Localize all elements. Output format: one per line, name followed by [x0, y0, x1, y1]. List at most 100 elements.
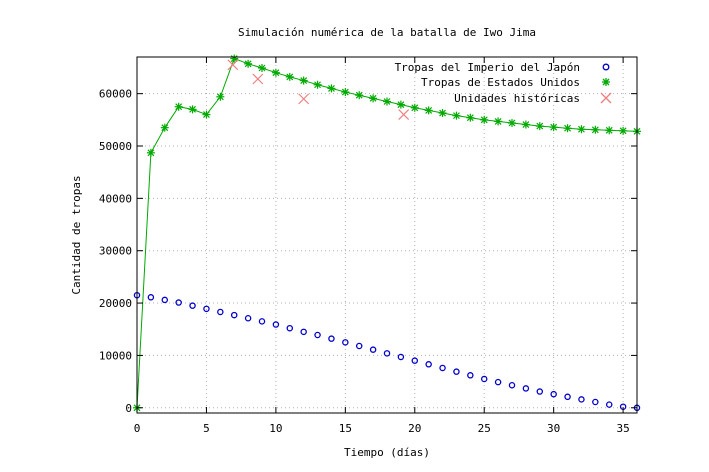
- data-point-japan: [439, 364, 446, 372]
- data-point-usa: [383, 97, 391, 106]
- legend-marker-circle: [602, 63, 610, 71]
- data-point-japan: [217, 308, 224, 316]
- x-tick-label: 35: [616, 422, 629, 435]
- data-point-japan: [355, 342, 363, 350]
- data-point-usa: [258, 63, 266, 72]
- data-point-historical: [298, 93, 310, 105]
- data-point-japan: [425, 361, 432, 368]
- data-point-japan: [564, 393, 571, 401]
- data-point-japan: [605, 401, 613, 408]
- series-japan: [133, 291, 641, 412]
- legend-label-usa: Tropas de Estados Unidos: [421, 76, 580, 89]
- data-point-japan: [536, 388, 544, 395]
- tick-layer: 0 5 10 15 20 25 30 35 0 10000 20000 30000 40000 50000…: [99, 57, 637, 435]
- data-point-usa: [341, 88, 350, 97]
- legend-label-historical: Unidades históricas: [454, 92, 580, 105]
- series-historical: [227, 59, 410, 121]
- series-layer: [133, 54, 641, 412]
- data-point-usa: [313, 80, 322, 89]
- series-usa: [133, 54, 641, 412]
- y-tick-label: 10000: [99, 349, 132, 362]
- data-point-usa: [577, 125, 586, 134]
- legend-entry-historical: Unidades históricas: [454, 92, 612, 105]
- data-point-usa: [410, 103, 419, 112]
- data-point-japan: [244, 314, 252, 322]
- data-point-usa: [605, 126, 614, 135]
- data-point-usa: [146, 148, 155, 157]
- legend-marker-asterisk: [602, 78, 610, 86]
- data-point-japan: [369, 346, 377, 353]
- data-point-historical: [252, 73, 264, 85]
- data-point-japan: [203, 305, 210, 313]
- legend-entry-usa: Tropas de Estados Unidos: [421, 76, 610, 89]
- data-point-usa: [452, 111, 461, 120]
- x-tick-label: 30: [547, 422, 560, 435]
- data-point-usa: [563, 124, 572, 133]
- data-point-usa: [271, 68, 280, 77]
- data-point-japan: [161, 296, 169, 304]
- legend-marker-cross: [600, 92, 612, 104]
- data-point-japan: [286, 324, 294, 332]
- data-point-usa: [521, 120, 530, 129]
- data-point-historical: [398, 109, 410, 121]
- data-point-usa: [174, 102, 183, 111]
- x-tick-label: 25: [478, 422, 491, 435]
- legend-label-japan: Tropas del Imperio del Japón: [395, 61, 580, 74]
- data-point-japan: [175, 299, 182, 306]
- data-point-japan: [494, 378, 502, 386]
- y-tick-label: 50000: [99, 140, 132, 153]
- data-point-japan: [411, 357, 419, 364]
- data-point-japan: [258, 318, 266, 325]
- data-point-japan: [300, 328, 307, 336]
- data-point-usa: [160, 123, 169, 132]
- data-point-japan: [397, 353, 405, 361]
- data-point-japan: [550, 390, 557, 398]
- data-point-japan: [508, 382, 516, 389]
- y-tick-label: 60000: [99, 88, 132, 101]
- x-tick-label: 20: [408, 422, 421, 435]
- legend: Tropas del Imperio del Japón Tropas de E…: [395, 61, 612, 105]
- x-tick-label: 15: [339, 422, 352, 435]
- data-point-usa: [424, 106, 433, 115]
- data-point-usa: [591, 125, 600, 134]
- data-point-japan: [467, 372, 474, 379]
- data-point-usa: [480, 115, 489, 124]
- x-tick-label: 10: [269, 422, 282, 435]
- data-point-japan: [453, 368, 460, 375]
- data-point-japan: [342, 339, 349, 346]
- data-point-usa: [549, 123, 558, 132]
- y-axis-label: Cantidad de tropas: [70, 175, 83, 294]
- data-point-usa: [299, 76, 308, 85]
- data-point-japan: [592, 398, 599, 406]
- x-axis-label: Tiempo (días): [344, 446, 430, 459]
- data-point-japan: [522, 385, 530, 392]
- y-tick-label: 40000: [99, 192, 132, 205]
- data-point-usa: [619, 126, 628, 135]
- x-tick-label: 5: [203, 422, 210, 435]
- data-point-japan: [147, 294, 155, 301]
- data-point-usa: [285, 72, 294, 81]
- data-point-usa: [216, 92, 225, 101]
- data-point-usa: [369, 94, 378, 103]
- data-point-japan: [383, 350, 391, 357]
- data-point-usa: [508, 118, 516, 127]
- data-point-usa: [355, 91, 364, 100]
- data-point-usa: [244, 59, 253, 68]
- chart-title: Simulación numérica de la batalla de Iwo…: [238, 26, 536, 39]
- data-point-usa: [188, 105, 197, 114]
- data-point-historical: [227, 59, 239, 71]
- data-point-japan: [189, 302, 196, 309]
- y-tick-label: 0: [125, 402, 132, 415]
- data-point-japan: [230, 311, 238, 319]
- data-point-japan: [314, 331, 321, 339]
- grid-layer: [137, 57, 637, 413]
- x-tick-label: 0: [134, 422, 141, 435]
- data-point-japan: [328, 335, 335, 342]
- data-point-japan: [272, 321, 280, 328]
- data-point-japan: [578, 396, 585, 403]
- data-point-japan: [480, 375, 488, 383]
- y-tick-label: 20000: [99, 297, 132, 310]
- data-point-usa: [466, 113, 475, 122]
